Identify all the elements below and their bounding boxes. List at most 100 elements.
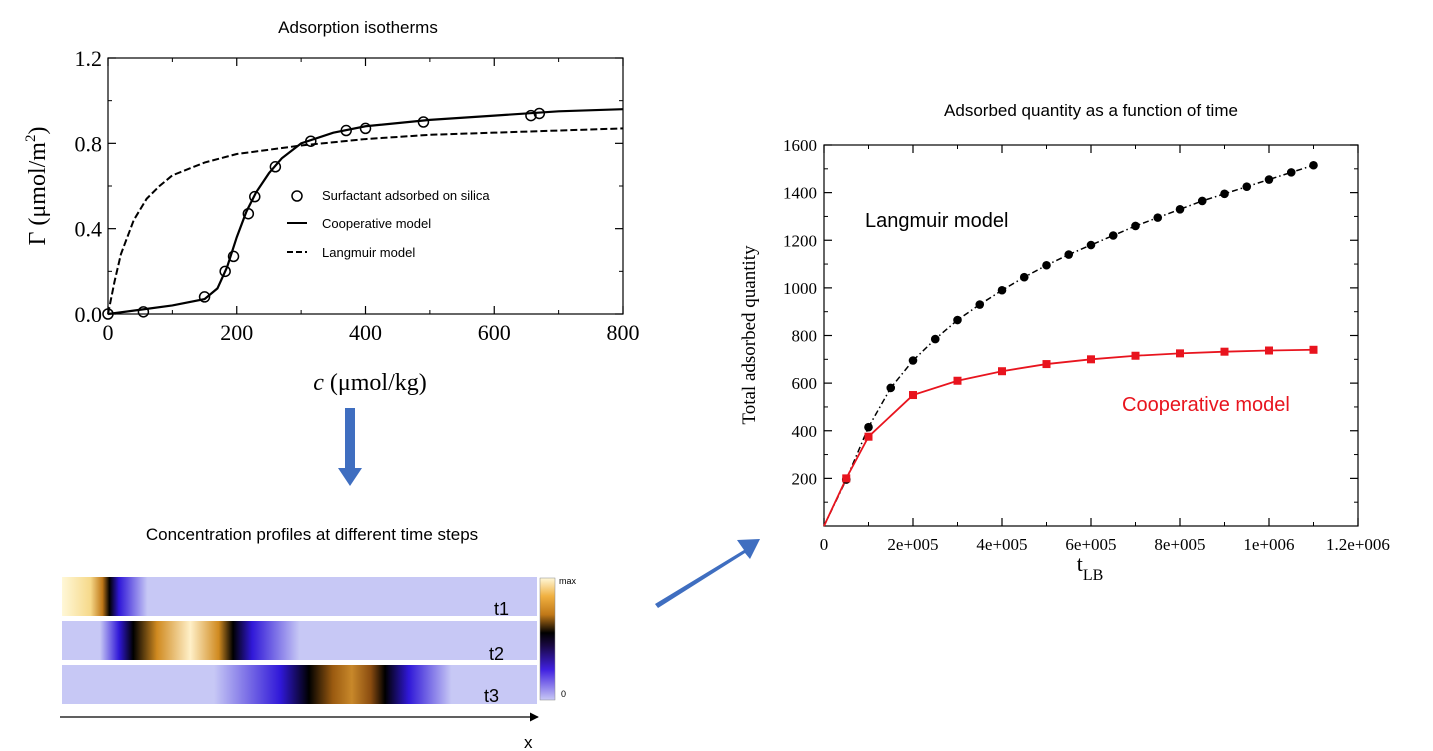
colorbar: [539, 577, 556, 701]
data-point-circle: [137, 306, 150, 318]
isotherm-y-ticks: 0.0 0.4 0.8 1.2: [75, 46, 623, 327]
data-point-circle: [219, 265, 231, 278]
isotherm-title: Adsorption isotherms: [278, 18, 438, 37]
langmuir-point: [1309, 160, 1318, 170]
data-point-circle: [269, 161, 282, 173]
legend-label-langmuir: Langmuir model: [322, 245, 415, 260]
langmuir-point: [1153, 213, 1163, 222]
cooperative-point: [909, 391, 917, 400]
langmuir-point: [1197, 196, 1207, 206]
data-point-circle: [525, 109, 537, 122]
legend-label-cooperative: Cooperative model: [322, 216, 431, 231]
langmuir-point: [1264, 175, 1274, 184]
legend-label-surfactant: Surfactant adsorbed on silica: [322, 188, 490, 203]
data-point-circle: [249, 190, 261, 203]
data-point-circle: [102, 308, 114, 320]
data-point-circle: [227, 250, 240, 263]
langmuir-point: [997, 285, 1007, 295]
cooperative-point: [842, 474, 851, 483]
x-tick-label: 200: [220, 320, 253, 345]
langmuir-point: [1286, 168, 1296, 177]
y-tick-label: 1600: [783, 136, 817, 155]
data-point-circle: [533, 107, 546, 120]
series-label-langmuir: Langmuir model: [865, 210, 1008, 232]
langmuir-point: [864, 422, 873, 432]
data-point-circle: [305, 135, 317, 147]
langmuir-point: [1242, 182, 1252, 191]
x-tick-label: 4e+005: [976, 535, 1027, 554]
x-tick-label: 1.2e+006: [1326, 535, 1390, 554]
langmuir-point: [1042, 260, 1051, 270]
cooperative-point: [1309, 345, 1318, 354]
y-tick-label: 1400: [783, 184, 817, 203]
row-label-t3: t3: [484, 686, 499, 706]
x-tick-label: 600: [478, 320, 511, 345]
time-xlabel: tLB: [1077, 551, 1104, 584]
colorbar-min-label: 0: [561, 689, 566, 699]
isotherm-ylabel: Γ (μmol/m2): [23, 127, 51, 246]
cooperative-point: [1087, 355, 1095, 364]
cooperative-point: [953, 376, 962, 385]
y-tick-label: 800: [792, 327, 818, 346]
y-tick-label: 400: [792, 422, 818, 441]
y-tick-label: 0.0: [75, 302, 103, 327]
isotherm-xlabel: c (μmol/kg): [313, 370, 427, 396]
colorbar-max-label: max: [559, 576, 577, 586]
y-tick-label: 1.2: [75, 46, 103, 71]
x-tick-label: 6e+005: [1065, 535, 1116, 554]
cooperative-point: [998, 367, 1006, 376]
langmuir-curve: [107, 127, 624, 315]
cooperative-point: [1220, 347, 1229, 356]
langmuir-point: [953, 315, 962, 325]
y-tick-label: 600: [792, 374, 818, 393]
adsorbed-quantity-chart: Adsorbed quantity as a function of time …: [739, 101, 1390, 584]
profile-band-t3: [62, 665, 537, 704]
cooperative-point: [864, 432, 873, 441]
time-series: [823, 160, 1318, 527]
x-tick-label: 1e+006: [1243, 535, 1294, 554]
y-tick-label: 0.4: [75, 217, 103, 242]
profile-band-t2: [62, 621, 537, 660]
y-tick-label: 0.8: [75, 131, 103, 156]
cooperative-point: [1042, 360, 1051, 369]
langmuir-point: [1220, 189, 1229, 199]
cooperative-point: [1265, 346, 1273, 355]
x-tick-label: 2e+005: [887, 535, 938, 554]
profile-band-t1: [62, 577, 537, 616]
isotherm-x-ticks: 0 200 400 600 800: [103, 58, 640, 345]
series-label-cooperative: Cooperative model: [1122, 394, 1290, 416]
cooperative-line: [823, 348, 1314, 527]
langmuir-point: [1019, 272, 1029, 282]
data-point-circle: [417, 116, 430, 128]
isotherm-plot-frame: [107, 57, 624, 315]
x-tick-label: 0: [103, 320, 114, 345]
langmuir-point: [1064, 250, 1074, 259]
row-label-t1: t1: [494, 599, 509, 619]
down-arrow-icon: [338, 408, 362, 486]
concentration-profiles: Concentration profiles at different time…: [60, 525, 577, 751]
data-point-circle: [198, 291, 211, 303]
diagonal-arrow-icon: [655, 539, 760, 608]
time-ylabel: Total adsorbed quantity: [739, 245, 760, 425]
time-x-ticks: 0 2e+005 4e+005 6e+005 8e+005 1e+006 1.2e+006: [820, 145, 1390, 554]
langmuir-point: [886, 383, 896, 393]
data-point-circle: [242, 207, 255, 220]
data-point-circle: [359, 122, 372, 135]
cooperative-point: [1176, 349, 1184, 358]
langmuir-point: [1086, 240, 1096, 250]
langmuir-point: [908, 356, 918, 365]
row-label-t2: t2: [489, 644, 504, 664]
x-tick-label: 800: [607, 320, 640, 345]
time-plot-frame: [823, 144, 1359, 527]
x-axis-label: x: [524, 733, 533, 751]
x-tick-label: 0: [820, 535, 829, 554]
langmuir-point: [1108, 231, 1118, 240]
profiles-title: Concentration profiles at different time…: [146, 525, 478, 544]
y-tick-label: 1000: [783, 279, 817, 298]
langmuir-point: [1131, 221, 1140, 231]
isotherm-chart: Adsorption isotherms 0 200 400 600 800 0.00.…: [23, 18, 640, 396]
cooperative-point: [1131, 351, 1140, 360]
y-tick-label: 200: [792, 469, 818, 488]
time-chart-title: Adsorbed quantity as a function of time: [944, 101, 1238, 120]
